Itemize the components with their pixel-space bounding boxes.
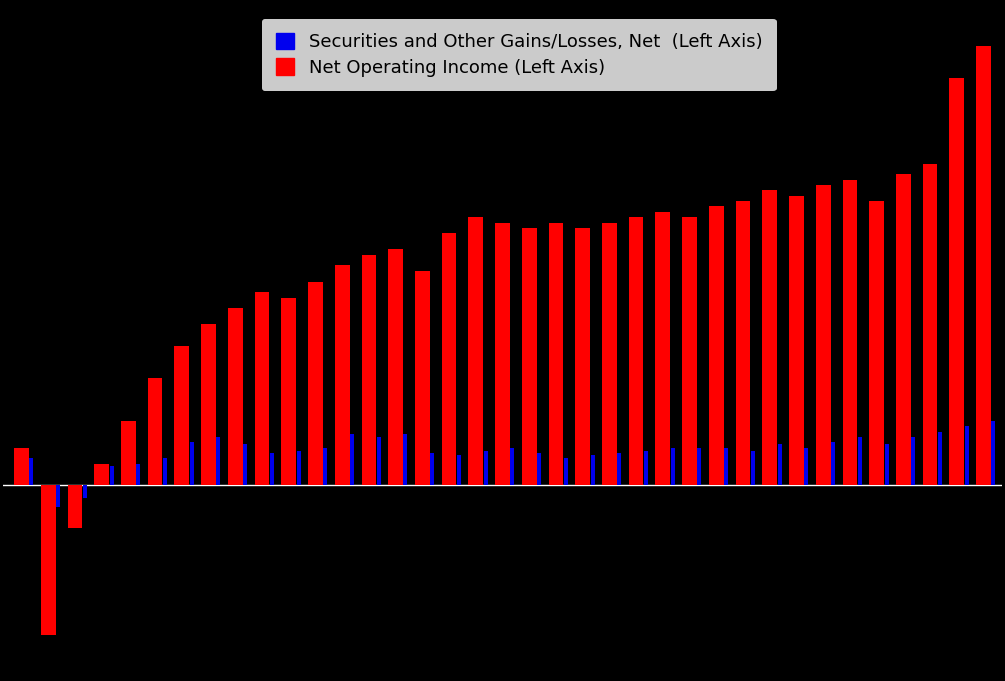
Bar	[938, 432, 942, 486]
Bar	[617, 453, 621, 486]
Bar	[228, 308, 242, 486]
Bar	[309, 281, 323, 486]
Bar	[82, 486, 86, 498]
Bar	[281, 298, 296, 486]
Bar	[912, 437, 916, 486]
Bar	[216, 437, 220, 486]
Bar	[778, 445, 782, 486]
Bar	[148, 378, 163, 486]
Bar	[522, 228, 537, 486]
Bar	[575, 228, 590, 486]
Bar	[495, 223, 510, 486]
Bar	[869, 201, 884, 486]
Bar	[549, 223, 563, 486]
Bar	[965, 426, 969, 486]
Bar	[725, 447, 729, 486]
Bar	[29, 458, 33, 486]
Bar	[201, 324, 216, 486]
Bar	[41, 486, 55, 635]
Bar	[324, 447, 328, 486]
Bar	[415, 271, 430, 486]
Bar	[296, 451, 300, 486]
Bar	[591, 455, 595, 486]
Bar	[697, 447, 701, 486]
Bar	[644, 451, 648, 486]
Bar	[110, 466, 114, 486]
Bar	[56, 486, 60, 507]
Bar	[163, 458, 167, 486]
Bar	[789, 195, 804, 486]
Bar	[923, 163, 938, 486]
Bar	[442, 234, 456, 486]
Bar	[350, 434, 354, 486]
Bar	[991, 421, 995, 486]
Bar	[858, 437, 862, 486]
Bar	[457, 455, 461, 486]
Bar	[682, 217, 696, 486]
Bar	[831, 443, 835, 486]
Bar	[655, 212, 670, 486]
Bar	[896, 174, 911, 486]
Bar	[763, 191, 777, 486]
Bar	[884, 445, 888, 486]
Bar	[430, 453, 434, 486]
Bar	[709, 206, 724, 486]
Bar	[804, 447, 808, 486]
Bar	[670, 447, 674, 486]
Bar	[137, 464, 141, 486]
Bar	[816, 185, 830, 486]
Bar	[254, 292, 269, 486]
Bar	[14, 447, 29, 486]
Bar	[190, 443, 194, 486]
Bar	[175, 346, 189, 486]
Bar	[537, 453, 541, 486]
Bar	[468, 217, 483, 486]
Bar	[842, 180, 857, 486]
Bar	[483, 451, 487, 486]
Bar	[335, 266, 350, 486]
Bar	[121, 421, 136, 486]
Bar	[403, 434, 407, 486]
Bar	[388, 249, 403, 486]
Bar	[511, 447, 515, 486]
Bar	[736, 201, 751, 486]
Bar	[270, 453, 274, 486]
Bar	[377, 437, 381, 486]
Bar	[243, 445, 247, 486]
Bar	[602, 223, 617, 486]
Bar	[950, 78, 964, 486]
Bar	[67, 486, 82, 528]
Legend: Securities and Other Gains/Losses, Net  (Left Axis), Net Operating Income (Left : Securities and Other Gains/Losses, Net (…	[261, 18, 777, 91]
Bar	[976, 46, 991, 486]
Bar	[751, 451, 755, 486]
Bar	[564, 458, 568, 486]
Bar	[362, 255, 376, 486]
Bar	[94, 464, 109, 486]
Bar	[629, 217, 643, 486]
